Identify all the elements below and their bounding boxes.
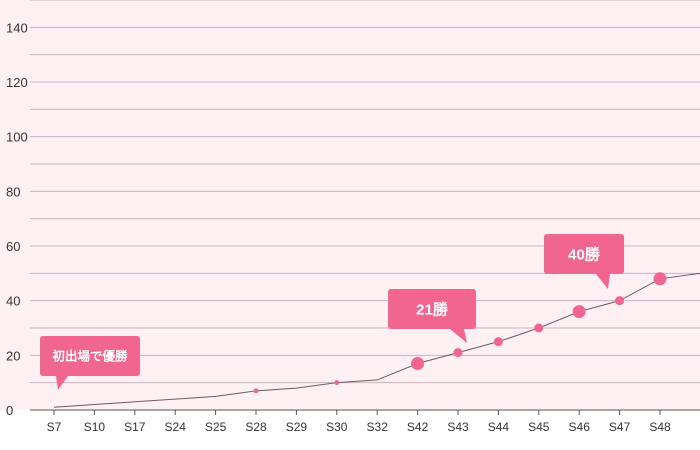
annotation-callout: 初出場で優勝 xyxy=(40,336,140,390)
callout-box xyxy=(40,336,140,376)
x-tick-label: S45 xyxy=(528,420,550,434)
y-tick-label: 80 xyxy=(6,184,20,199)
axes xyxy=(30,409,700,415)
data-point-marker xyxy=(534,323,544,333)
y-tick-label: 140 xyxy=(6,20,28,35)
callout-pointer xyxy=(56,376,68,390)
x-tick-label: S29 xyxy=(286,420,308,434)
callout-box xyxy=(544,234,624,274)
x-tick-label: S43 xyxy=(447,420,469,434)
x-tick-label: S48 xyxy=(649,420,671,434)
callout-label: 40勝 xyxy=(568,245,601,263)
x-tick-label: S46 xyxy=(569,420,591,434)
x-tick-label: S44 xyxy=(488,420,510,434)
annotations: 初出場で優勝 21勝 40勝 xyxy=(40,234,624,390)
callout-pointer xyxy=(596,274,610,289)
data-point-marker xyxy=(253,388,259,394)
data-point-marker xyxy=(334,380,340,386)
x-tick-label: S7 xyxy=(47,420,62,434)
x-tick-label: S10 xyxy=(84,420,106,434)
y-tick-label: 40 xyxy=(6,294,20,309)
data-point-marker xyxy=(493,337,503,347)
data-point-marker xyxy=(653,272,667,286)
x-tick-label: S25 xyxy=(205,420,227,434)
annotation-callout: 40勝 xyxy=(544,234,624,289)
data-point-marker xyxy=(615,296,625,306)
data-point-marker xyxy=(572,305,586,319)
x-tick-label: S42 xyxy=(407,420,429,434)
callout-label: 初出場で優勝 xyxy=(52,349,128,364)
data-point-marker xyxy=(453,348,463,358)
callout-label: 21勝 xyxy=(416,300,449,318)
x-tick-labels: S7 S10 S17 S24 S25 S28 S29 S30 S32 S42 S43 S44 S45 S4… xyxy=(47,420,671,434)
x-tick-label: S32 xyxy=(367,420,389,434)
x-tick-label: S17 xyxy=(124,420,146,434)
data-markers xyxy=(253,272,667,394)
grid-lines xyxy=(30,0,700,411)
callout-box xyxy=(388,289,476,329)
y-tick-labels: 0 20 40 60 80 100 120 140 xyxy=(6,20,28,418)
x-tick-label: S24 xyxy=(165,420,187,434)
y-tick-label: 60 xyxy=(6,239,20,254)
callout-pointer xyxy=(450,329,467,343)
y-tick-label: 20 xyxy=(6,348,20,363)
x-tick-label: S30 xyxy=(326,420,348,434)
x-tick-label: S28 xyxy=(245,420,267,434)
y-tick-label: 120 xyxy=(6,75,28,90)
y-tick-label: 0 xyxy=(6,403,13,418)
series-line-group xyxy=(53,272,700,408)
series-line xyxy=(53,272,700,408)
x-tick-label: S47 xyxy=(609,420,631,434)
data-point-marker xyxy=(411,357,425,371)
y-tick-label: 100 xyxy=(6,130,28,145)
annotation-callout: 21勝 xyxy=(388,289,476,343)
